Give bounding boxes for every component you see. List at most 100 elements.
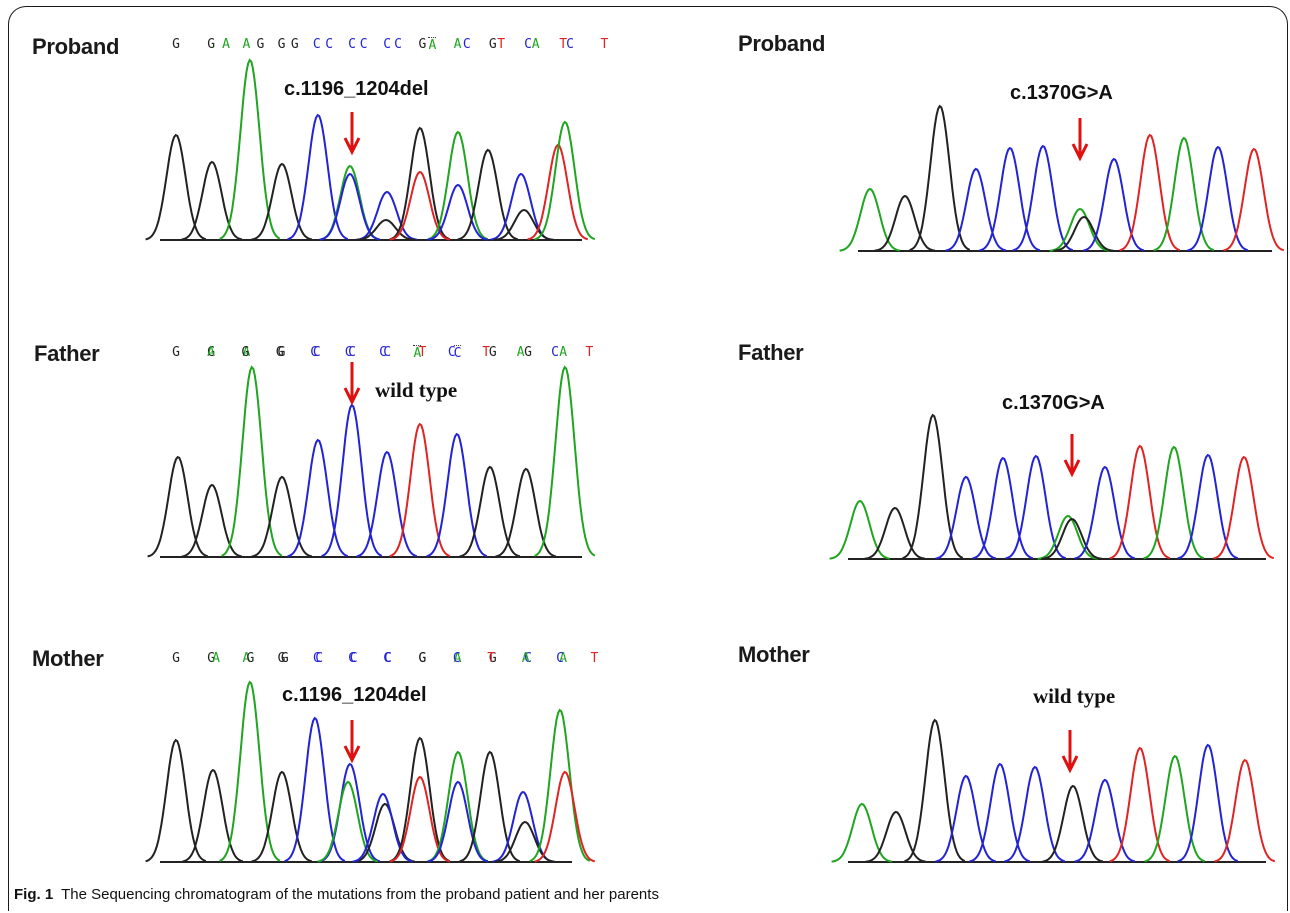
chromatogram-trace (145, 680, 596, 863)
peak-G (145, 738, 207, 863)
peak-G (389, 126, 451, 241)
base-letter: G (277, 37, 286, 52)
peak-A (219, 680, 281, 862)
peak-C (287, 113, 349, 241)
peak-C (1074, 465, 1136, 560)
peak-A (839, 187, 900, 252)
peak-G (355, 218, 416, 241)
base-letter: A (453, 651, 462, 666)
peak-T (1223, 147, 1285, 252)
mutation-arrow (1063, 434, 1081, 478)
base-letter: A (242, 651, 251, 666)
peak-C (321, 403, 383, 558)
variant-annotation: wild type (1033, 684, 1116, 708)
peak-T (1109, 444, 1171, 560)
panel-label: Mother (738, 642, 810, 667)
base-letter: A (428, 37, 437, 53)
base-letter: C (453, 345, 462, 361)
peak-G (902, 413, 964, 560)
variant-annotation: wild type (375, 378, 458, 402)
base-letter: G (280, 651, 289, 666)
base-letter: T (590, 651, 599, 666)
base-letter: C (384, 651, 392, 666)
base-letter: C (348, 345, 356, 360)
peak-A (829, 499, 890, 560)
peak-A (219, 58, 281, 240)
base-letter: G (277, 345, 286, 360)
peak-C (979, 146, 1041, 252)
base-letter: A (413, 345, 422, 361)
base-letter: G (524, 345, 532, 360)
base-letter: C (383, 651, 392, 666)
base-letter: C (315, 651, 324, 666)
base-letter: C (556, 651, 564, 666)
peak-C (972, 456, 1034, 560)
peak-A (529, 708, 591, 863)
base-letter: A (531, 37, 540, 52)
peak-C (1177, 743, 1239, 863)
base-letter: T (559, 37, 568, 52)
peak-C (284, 716, 346, 863)
base-letter: C (379, 345, 387, 360)
chromatogram-trace (145, 58, 596, 241)
peak-C (1005, 454, 1067, 560)
base-letter: G (207, 651, 216, 666)
chromatogram-trace (147, 362, 596, 558)
base-letter: G (418, 37, 427, 52)
base-letter: G (172, 651, 180, 666)
base-letter: G (488, 651, 497, 666)
base-letter: C (447, 345, 456, 360)
base-letter: G (241, 345, 250, 360)
peak-C (935, 774, 997, 863)
peak-G (1041, 517, 1102, 560)
base-letter: T (418, 345, 427, 360)
panel-label: Mother (32, 646, 104, 671)
base-letter: C (310, 345, 319, 360)
base-letter: A (242, 345, 251, 360)
peak-C (427, 780, 489, 863)
base-letter: A (212, 651, 220, 666)
peak-G (251, 770, 313, 863)
chromatogram-trace (831, 718, 1276, 863)
peak-T (1119, 133, 1181, 252)
peak-A (1049, 207, 1110, 252)
peak-C (356, 450, 418, 558)
chromatogram-trace (829, 413, 1275, 560)
figure-caption: Fig. 1 The Sequencing chromatogram of th… (14, 886, 659, 903)
panel-label: Proband (738, 31, 826, 56)
base-letter: A (242, 37, 251, 52)
base-letter: C (348, 37, 356, 52)
peak-A (1153, 136, 1215, 252)
base-letter: C (348, 651, 356, 666)
base-letter: G (488, 37, 497, 52)
base-letter: G (290, 37, 299, 52)
base-letter: G (207, 345, 216, 360)
peak-G (459, 465, 521, 558)
peak-C (1074, 778, 1136, 863)
base-letter: A (222, 37, 230, 52)
base-letter: A (207, 345, 215, 360)
caption-label: Fig. 1 (14, 886, 54, 903)
base-letter: C (524, 651, 532, 666)
base-letter: G (207, 37, 216, 52)
base-letter: C (349, 651, 358, 666)
base-letter: C (452, 651, 461, 666)
base-letter: G (488, 345, 497, 360)
peak-T (534, 770, 596, 863)
base-letter: C (551, 345, 559, 360)
peak-A (427, 130, 489, 241)
base-letter: T (487, 651, 496, 666)
base-letter: T (482, 345, 491, 360)
base-letter: C (325, 37, 334, 52)
peak-C (1177, 453, 1239, 560)
base-letter: C (383, 37, 392, 52)
base-letter: C (566, 37, 574, 52)
